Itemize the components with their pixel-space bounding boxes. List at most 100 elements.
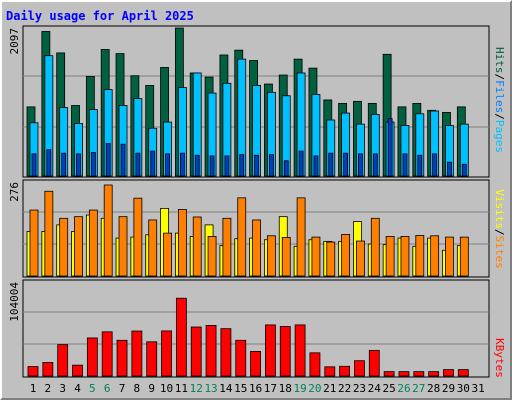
bar-kbytes <box>175 297 187 377</box>
bar-kbytes <box>86 337 98 377</box>
day-label: 21 <box>323 382 336 395</box>
bar-pages <box>328 152 334 177</box>
bar-visits <box>415 235 425 277</box>
bar-visits <box>400 236 410 277</box>
day-label: 23 <box>353 382 366 395</box>
day-label: 5 <box>89 382 96 395</box>
bar-pages <box>461 163 467 177</box>
legend-kbytes: KBytes <box>493 338 506 378</box>
bar-pages <box>194 154 200 177</box>
legend-middle: Visits/Sites <box>493 189 506 269</box>
bar-visits <box>192 216 202 277</box>
bar-visits <box>59 217 69 277</box>
day-label: 3 <box>59 382 66 395</box>
chart-title: Daily usage for April 2025 <box>6 9 194 23</box>
legend-pages: Pages <box>493 120 506 153</box>
bar-kbytes <box>220 328 232 377</box>
bar-kbytes <box>235 339 247 377</box>
legend-visits: Visits <box>493 189 506 229</box>
bar-kbytes <box>72 364 83 377</box>
bar-visits <box>44 190 54 277</box>
day-label: 9 <box>148 382 155 395</box>
bar-visits <box>326 241 336 277</box>
day-label: 1 <box>30 382 37 395</box>
bar-pages <box>150 150 156 177</box>
day-label: 13 <box>204 382 217 395</box>
day-label: 29 <box>442 382 455 395</box>
bar-visits <box>267 235 276 277</box>
bar-pages <box>105 143 111 177</box>
bar-pages <box>165 153 170 177</box>
bar-pages <box>120 143 126 177</box>
bar-kbytes <box>250 351 261 377</box>
bar-kbytes <box>42 362 54 377</box>
bar-visits <box>281 237 291 277</box>
legend-files: Files <box>493 80 506 113</box>
bar-pages <box>269 154 274 177</box>
bar-visits <box>74 216 83 277</box>
day-label: 24 <box>368 382 382 395</box>
bar-pages <box>283 160 289 177</box>
bar-pages <box>31 153 37 177</box>
bar-visits <box>88 209 98 277</box>
bar-visits <box>341 234 351 277</box>
bar-kbytes <box>57 344 69 377</box>
day-label: 15 <box>234 382 247 395</box>
day-label: 6 <box>104 382 111 395</box>
bar-kbytes <box>428 371 440 377</box>
bar-visits <box>296 197 306 277</box>
bar-pages <box>402 153 408 177</box>
bar-pages <box>417 154 423 177</box>
bar-kbytes <box>383 371 395 377</box>
day-label: 8 <box>134 382 141 395</box>
bar-visits <box>430 235 440 277</box>
bar-kbytes <box>339 365 351 377</box>
ymax-label: 276 <box>8 182 21 202</box>
day-label: 19 <box>293 382 306 395</box>
ymax-label: 2097 <box>8 28 21 55</box>
bar-pages <box>358 153 363 177</box>
day-label: 11 <box>175 382 188 395</box>
day-label: 28 <box>427 382 440 395</box>
day-label: 4 <box>74 382 81 395</box>
bar-pages <box>239 154 245 177</box>
day-label: 27 <box>412 382 425 395</box>
bar-kbytes <box>265 324 276 377</box>
legend-separator: / <box>493 74 506 81</box>
bar-pages <box>46 149 52 177</box>
bar-visits <box>207 236 217 277</box>
bar-visits <box>29 209 39 277</box>
ymax-label: 104004 <box>8 282 21 322</box>
legend-separator: / <box>493 113 506 120</box>
bar-pages <box>432 153 438 177</box>
legend-separator: / <box>493 229 506 236</box>
legend-top: Hits/Files/Pages <box>493 47 506 153</box>
bar-kbytes <box>279 326 291 377</box>
bar-pages <box>61 152 67 177</box>
day-label: 20 <box>308 382 321 395</box>
bar-kbytes <box>443 369 454 377</box>
bar-pages <box>76 153 81 177</box>
bar-visits <box>385 236 395 277</box>
bar-pages <box>135 152 141 177</box>
legend-sites: Sites <box>493 236 506 269</box>
bar-visits <box>118 216 128 277</box>
bar-visits <box>237 197 247 277</box>
day-label: 18 <box>279 382 292 395</box>
bar-kbytes <box>161 330 172 377</box>
bar-pages <box>298 150 304 177</box>
bar-kbytes <box>309 352 321 377</box>
legend-bottom: KBytes <box>493 338 506 378</box>
legend-hits: Hits <box>493 47 506 74</box>
day-label: 30 <box>457 382 470 395</box>
bar-pages <box>179 152 185 177</box>
bar-kbytes <box>205 325 217 377</box>
bar-visits <box>222 217 232 277</box>
bar-visits <box>252 219 261 277</box>
bar-kbytes <box>27 366 39 377</box>
bar-kbytes <box>116 339 128 377</box>
bar-kbytes <box>324 366 336 377</box>
day-label: 12 <box>190 382 203 395</box>
day-label: 22 <box>338 382 351 395</box>
